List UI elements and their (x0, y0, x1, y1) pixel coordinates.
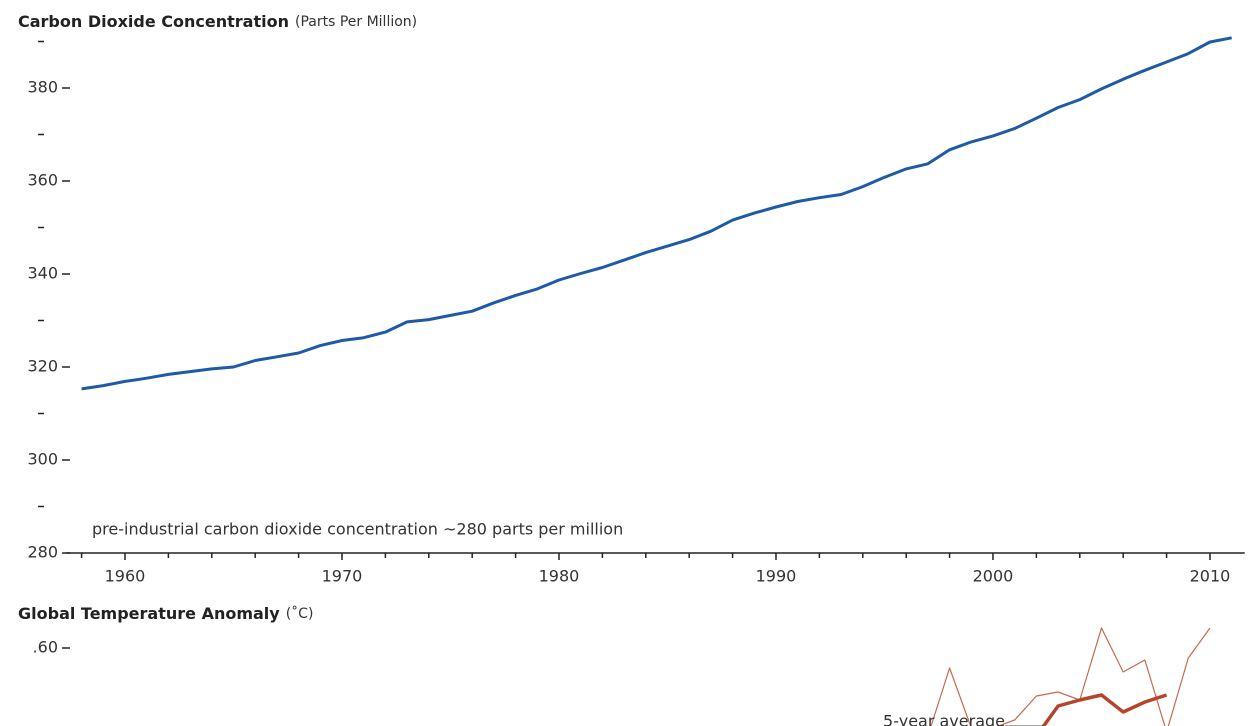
x-tick-label: 2010 (1190, 567, 1231, 586)
x-tick-label: 1990 (756, 567, 797, 586)
y-tick-label: 300 (27, 450, 58, 469)
y-tick-label: 320 (27, 357, 58, 376)
plot-area (930, 627, 1211, 726)
subtitle: (Parts Per Million) (295, 14, 417, 30)
x-tick-label: 1980 (539, 567, 580, 586)
y-tick-label: .60 (33, 638, 58, 657)
y-tick-label: 340 (27, 264, 58, 283)
x-tick-label: 1970 (322, 567, 363, 586)
title: Carbon Dioxide Concentration (18, 12, 289, 31)
data-line (930, 627, 1211, 726)
x-tick-label: 2000 (973, 567, 1014, 586)
y-tick-label: 380 (27, 78, 58, 97)
y-tick-label: 360 (27, 171, 58, 190)
x-tick-label: 1960 (105, 567, 146, 586)
data-line (81, 36, 1232, 391)
chart-title: Carbon Dioxide Concentration (Parts Per M… (18, 12, 417, 31)
data-line (1041, 693, 1168, 726)
plot-area (81, 36, 1232, 391)
y-tick-label: 280 (27, 543, 58, 562)
title: Global Temperature Anomaly (18, 604, 280, 623)
annotation: pre-industrial carbon dioxide concentrat… (92, 520, 623, 539)
subtitle: (˚C) (286, 605, 314, 622)
annotation: 5-year average (883, 712, 1005, 726)
chart-title: Global Temperature Anomaly (˚C) (18, 604, 313, 623)
